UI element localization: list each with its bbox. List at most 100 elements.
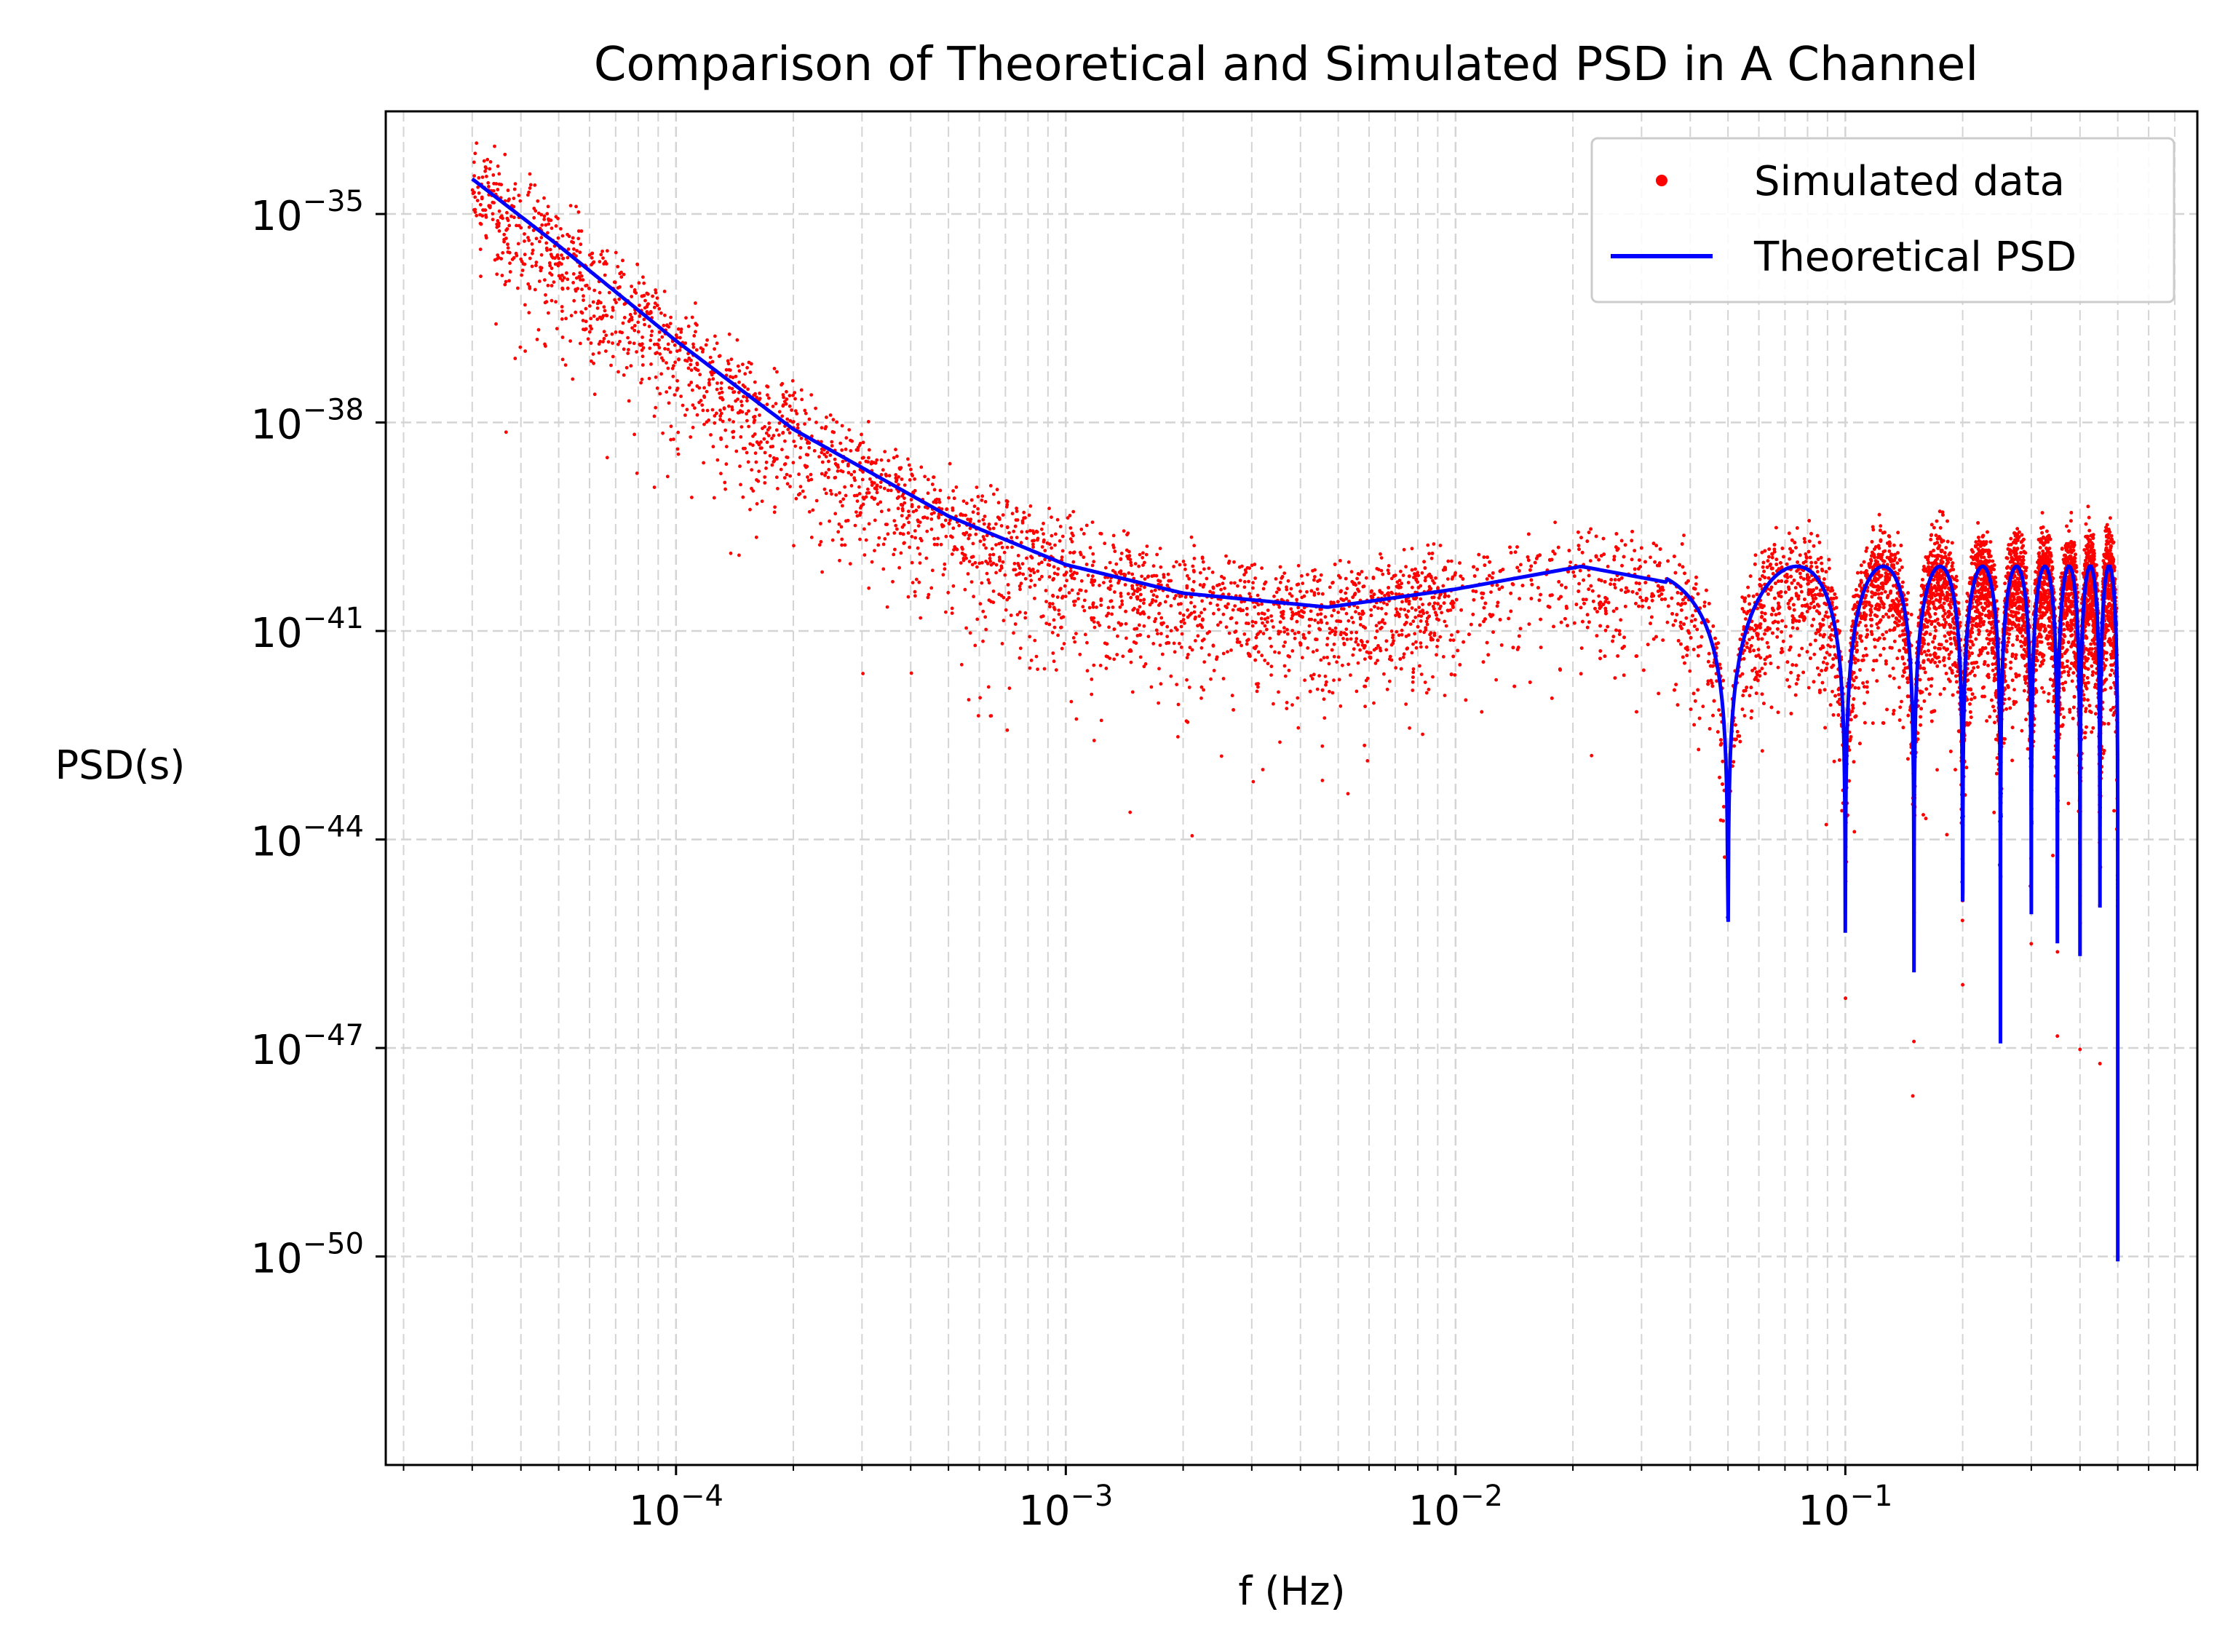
- simulated-point: [1053, 544, 1057, 547]
- simulated-point: [1342, 607, 1346, 611]
- simulated-point: [1151, 642, 1155, 646]
- simulated-point: [1032, 539, 1036, 542]
- simulated-point: [1033, 597, 1036, 600]
- simulated-point: [1119, 592, 1123, 595]
- simulated-point: [1743, 714, 1747, 718]
- simulated-point: [767, 421, 771, 425]
- simulated-point: [795, 497, 798, 501]
- simulated-point: [1028, 529, 1032, 533]
- simulated-point: [584, 319, 588, 323]
- simulated-point: [972, 510, 975, 514]
- simulated-point: [534, 263, 538, 267]
- simulated-point: [896, 496, 900, 500]
- simulated-point: [1127, 592, 1130, 596]
- simulated-point: [921, 516, 925, 520]
- simulated-point: [1414, 608, 1418, 612]
- simulated-point: [514, 182, 517, 186]
- simulated-point: [1831, 690, 1834, 694]
- simulated-point: [543, 278, 547, 282]
- simulated-point: [545, 247, 549, 250]
- simulated-point: [598, 340, 602, 343]
- simulated-point: [1365, 640, 1369, 643]
- simulated-point: [515, 224, 518, 228]
- simulated-point: [840, 544, 844, 547]
- simulated-point: [983, 615, 987, 619]
- simulated-point: [1391, 642, 1395, 646]
- simulated-point: [520, 274, 523, 277]
- simulated-point: [1092, 605, 1095, 609]
- simulated-point: [663, 314, 667, 317]
- simulated-point: [1130, 563, 1133, 567]
- simulated-point: [1000, 524, 1004, 528]
- simulated-point: [747, 425, 750, 429]
- simulated-point: [951, 507, 954, 510]
- simulated-point: [882, 543, 886, 547]
- simulated-point: [611, 341, 614, 345]
- simulated-point: [1178, 563, 1182, 567]
- simulated-point: [1345, 612, 1349, 616]
- simulated-point: [782, 393, 785, 397]
- simulated-point: [550, 253, 553, 256]
- simulated-point: [1056, 518, 1060, 522]
- simulated-point: [836, 464, 840, 467]
- simulated-point: [1018, 584, 1022, 588]
- simulated-point: [1384, 612, 1388, 616]
- simulated-point: [1119, 557, 1122, 561]
- simulated-point: [766, 428, 770, 432]
- simulated-point: [1043, 549, 1047, 552]
- simulated-point: [1063, 584, 1067, 588]
- simulated-point: [590, 252, 594, 255]
- simulated-point: [755, 461, 758, 464]
- simulated-point: [1344, 592, 1347, 595]
- simulated-point: [1095, 605, 1098, 609]
- simulated-point: [1136, 595, 1140, 599]
- simulated-point: [946, 591, 950, 595]
- simulated-point: [673, 360, 677, 364]
- simulated-point: [1236, 584, 1240, 588]
- simulated-point: [646, 310, 649, 314]
- simulated-point: [783, 440, 787, 443]
- simulated-point: [1007, 596, 1011, 600]
- simulated-point: [1082, 532, 1086, 536]
- simulated-point: [1073, 640, 1076, 644]
- simulated-point: [488, 206, 492, 210]
- simulated-point: [1185, 678, 1189, 682]
- simulated-point: [1092, 664, 1095, 667]
- simulated-point: [1666, 621, 1670, 624]
- simulated-point: [657, 307, 661, 311]
- simulated-point: [908, 546, 911, 549]
- simulated-point: [974, 533, 977, 536]
- simulated-point: [814, 407, 817, 410]
- simulated-point: [892, 519, 896, 523]
- simulated-point: [637, 330, 640, 334]
- simulated-point: [601, 256, 605, 260]
- simulated-point: [767, 397, 771, 400]
- simulated-point: [1006, 728, 1010, 732]
- simulated-point: [477, 191, 481, 195]
- simulated-point: [1128, 811, 1132, 814]
- simulated-point: [705, 338, 709, 342]
- simulated-point: [727, 405, 731, 408]
- simulated-point: [623, 316, 627, 319]
- simulated-point: [1250, 563, 1254, 567]
- simulated-point: [1013, 568, 1017, 571]
- simulated-point: [555, 327, 559, 330]
- simulated-point: [694, 322, 697, 325]
- simulated-point: [1039, 615, 1043, 619]
- simulated-point: [829, 413, 833, 417]
- simulated-point: [887, 459, 890, 463]
- simulated-point: [978, 696, 982, 699]
- simulated-point: [1144, 662, 1148, 666]
- simulated-point: [753, 421, 756, 424]
- simulated-point: [473, 208, 477, 212]
- simulated-point: [1807, 686, 1811, 690]
- simulated-point: [475, 141, 478, 145]
- simulated-point: [517, 242, 520, 246]
- simulated-point: [723, 406, 726, 410]
- simulated-point: [793, 397, 797, 401]
- simulated-point: [618, 340, 622, 343]
- simulated-point: [1207, 653, 1211, 656]
- simulated-point: [1354, 640, 1357, 644]
- simulated-point: [625, 366, 629, 370]
- simulated-point: [944, 611, 948, 614]
